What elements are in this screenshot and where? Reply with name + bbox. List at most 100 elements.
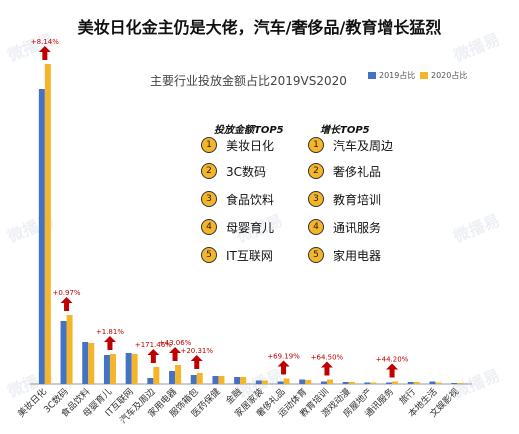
growth-top5-title: 增长TOP5 (320, 125, 370, 136)
growth-label: +43.06% (159, 339, 192, 347)
bar-2020 (240, 377, 247, 384)
bar-2019 (234, 377, 241, 384)
bar-2020 (88, 343, 95, 384)
bar-2020 (305, 380, 312, 384)
rank-label: 3C数码 (226, 164, 267, 179)
bar-2019 (386, 382, 393, 384)
growth-arrow-icon (60, 297, 73, 311)
growth-arrow-icon (386, 363, 399, 378)
bar-2019 (125, 353, 132, 384)
growth-rank-item: 3 教育培训 (308, 189, 381, 209)
bar-2020 (109, 354, 116, 384)
growth-rank-item: 2 奢侈礼品 (308, 161, 381, 181)
growth-arrow-icon (38, 46, 51, 60)
bar-2019 (190, 375, 197, 384)
rank-badge: 1 (201, 137, 217, 153)
legend-item-2019: 2019占比 (368, 70, 415, 81)
rank-label: 教育培训 (333, 192, 382, 207)
rank-badge: 3 (201, 191, 217, 207)
growth-label: +8.14% (31, 38, 59, 46)
growth-label: +171.46% (135, 341, 172, 349)
rank-badge: 2 (201, 163, 217, 179)
legend-item-2020: 2020占比 (420, 70, 467, 81)
growth-label: +69.19% (267, 353, 300, 361)
page-headline: 美妆日化金主仍是大佬，汽车/奢侈品/教育增长猛烈 (77, 18, 442, 37)
rank-badge: 3 (308, 191, 324, 207)
growth-arrow-icon (147, 349, 160, 363)
growth-arrow-icon (320, 361, 333, 376)
rank-label: 家用电器 (333, 248, 382, 263)
x-tick-label: 美妆日化 (15, 386, 49, 420)
rank-label: IT互联网 (226, 248, 273, 263)
growth-rank-item: 4 通讯服务 (308, 217, 381, 237)
growth-label: +64.50% (311, 354, 344, 362)
bar-2019 (277, 381, 284, 384)
rank-badge: 4 (308, 219, 324, 235)
growth-label: +20.31% (180, 347, 213, 355)
growth-arrow-icon (169, 347, 182, 361)
bar-2020 (175, 365, 182, 384)
growth-arrow-icon (190, 355, 203, 369)
amount-rank-item: 4 母婴育儿 (201, 217, 274, 237)
rank-label: 母婴育儿 (226, 220, 275, 235)
bar-2019 (103, 355, 110, 384)
bar-2020 (348, 382, 355, 384)
amount-rank-item: 2 3C数码 (201, 161, 266, 181)
bar-2019 (342, 382, 349, 384)
legend-swatch-2019 (368, 72, 376, 79)
bar-2019 (82, 342, 89, 384)
bar-2020 (196, 373, 203, 384)
bar-2020 (218, 376, 225, 384)
bar-2019 (38, 89, 45, 384)
legend-label-2019: 2019占比 (379, 71, 416, 80)
legend-label-2020: 2020占比 (431, 71, 468, 80)
legend-swatch-2020 (420, 72, 428, 79)
bar-2019 (60, 321, 67, 384)
amount-rank-item: 5 IT互联网 (201, 245, 273, 265)
bar-2020 (457, 383, 464, 384)
amount-rank-item: 3 食品饮料 (201, 189, 274, 209)
bar-2020 (413, 382, 420, 384)
growth-label: +44.20% (376, 356, 409, 364)
chart-title: 主要行业投放金额占比2019VS2020 (150, 74, 347, 88)
rank-label: 食品饮料 (226, 192, 275, 207)
bar-2020 (44, 64, 51, 384)
growth-rank-item: 5 家用电器 (308, 245, 381, 265)
bar-2019 (255, 380, 262, 384)
bar-2019 (364, 382, 371, 384)
bar-2019 (407, 382, 414, 384)
rank-label: 通讯服务 (333, 220, 382, 235)
rank-badge: 4 (201, 219, 217, 235)
rank-label: 汽车及周边 (333, 138, 394, 153)
bar-2019 (147, 378, 154, 384)
bar-2020 (131, 354, 138, 384)
rank-badge: 1 (308, 137, 324, 153)
growth-label: +1.81% (96, 328, 124, 336)
bar-2020 (435, 382, 442, 384)
bar-2019 (299, 379, 306, 384)
bar-2020 (66, 315, 73, 384)
amount-rank-item: 1 美妆日化 (201, 135, 274, 155)
bar-2019 (320, 381, 327, 384)
bar-2019 (429, 381, 436, 384)
rank-badge: 5 (201, 247, 217, 263)
bar-2020 (261, 380, 268, 384)
bar-2019 (212, 376, 219, 384)
bar-2020 (283, 378, 290, 384)
rank-badge: 2 (308, 163, 324, 179)
growth-rank-item: 1 汽车及周边 (308, 135, 393, 155)
bar-2019 (169, 371, 176, 384)
growth-arrow-icon (277, 360, 290, 375)
growth-arrow-icon (103, 336, 116, 350)
rank-label: 奢侈礼品 (333, 164, 382, 179)
bar-2020 (326, 379, 333, 384)
bar-2020 (370, 382, 377, 384)
rank-badge: 5 (308, 247, 324, 263)
bar-2019 (451, 383, 458, 384)
bar-2020 (392, 381, 399, 384)
bar-2020 (153, 367, 160, 384)
amount-top5-title: 投放金额TOP5 (214, 125, 284, 136)
growth-label: +0.97% (52, 289, 80, 297)
